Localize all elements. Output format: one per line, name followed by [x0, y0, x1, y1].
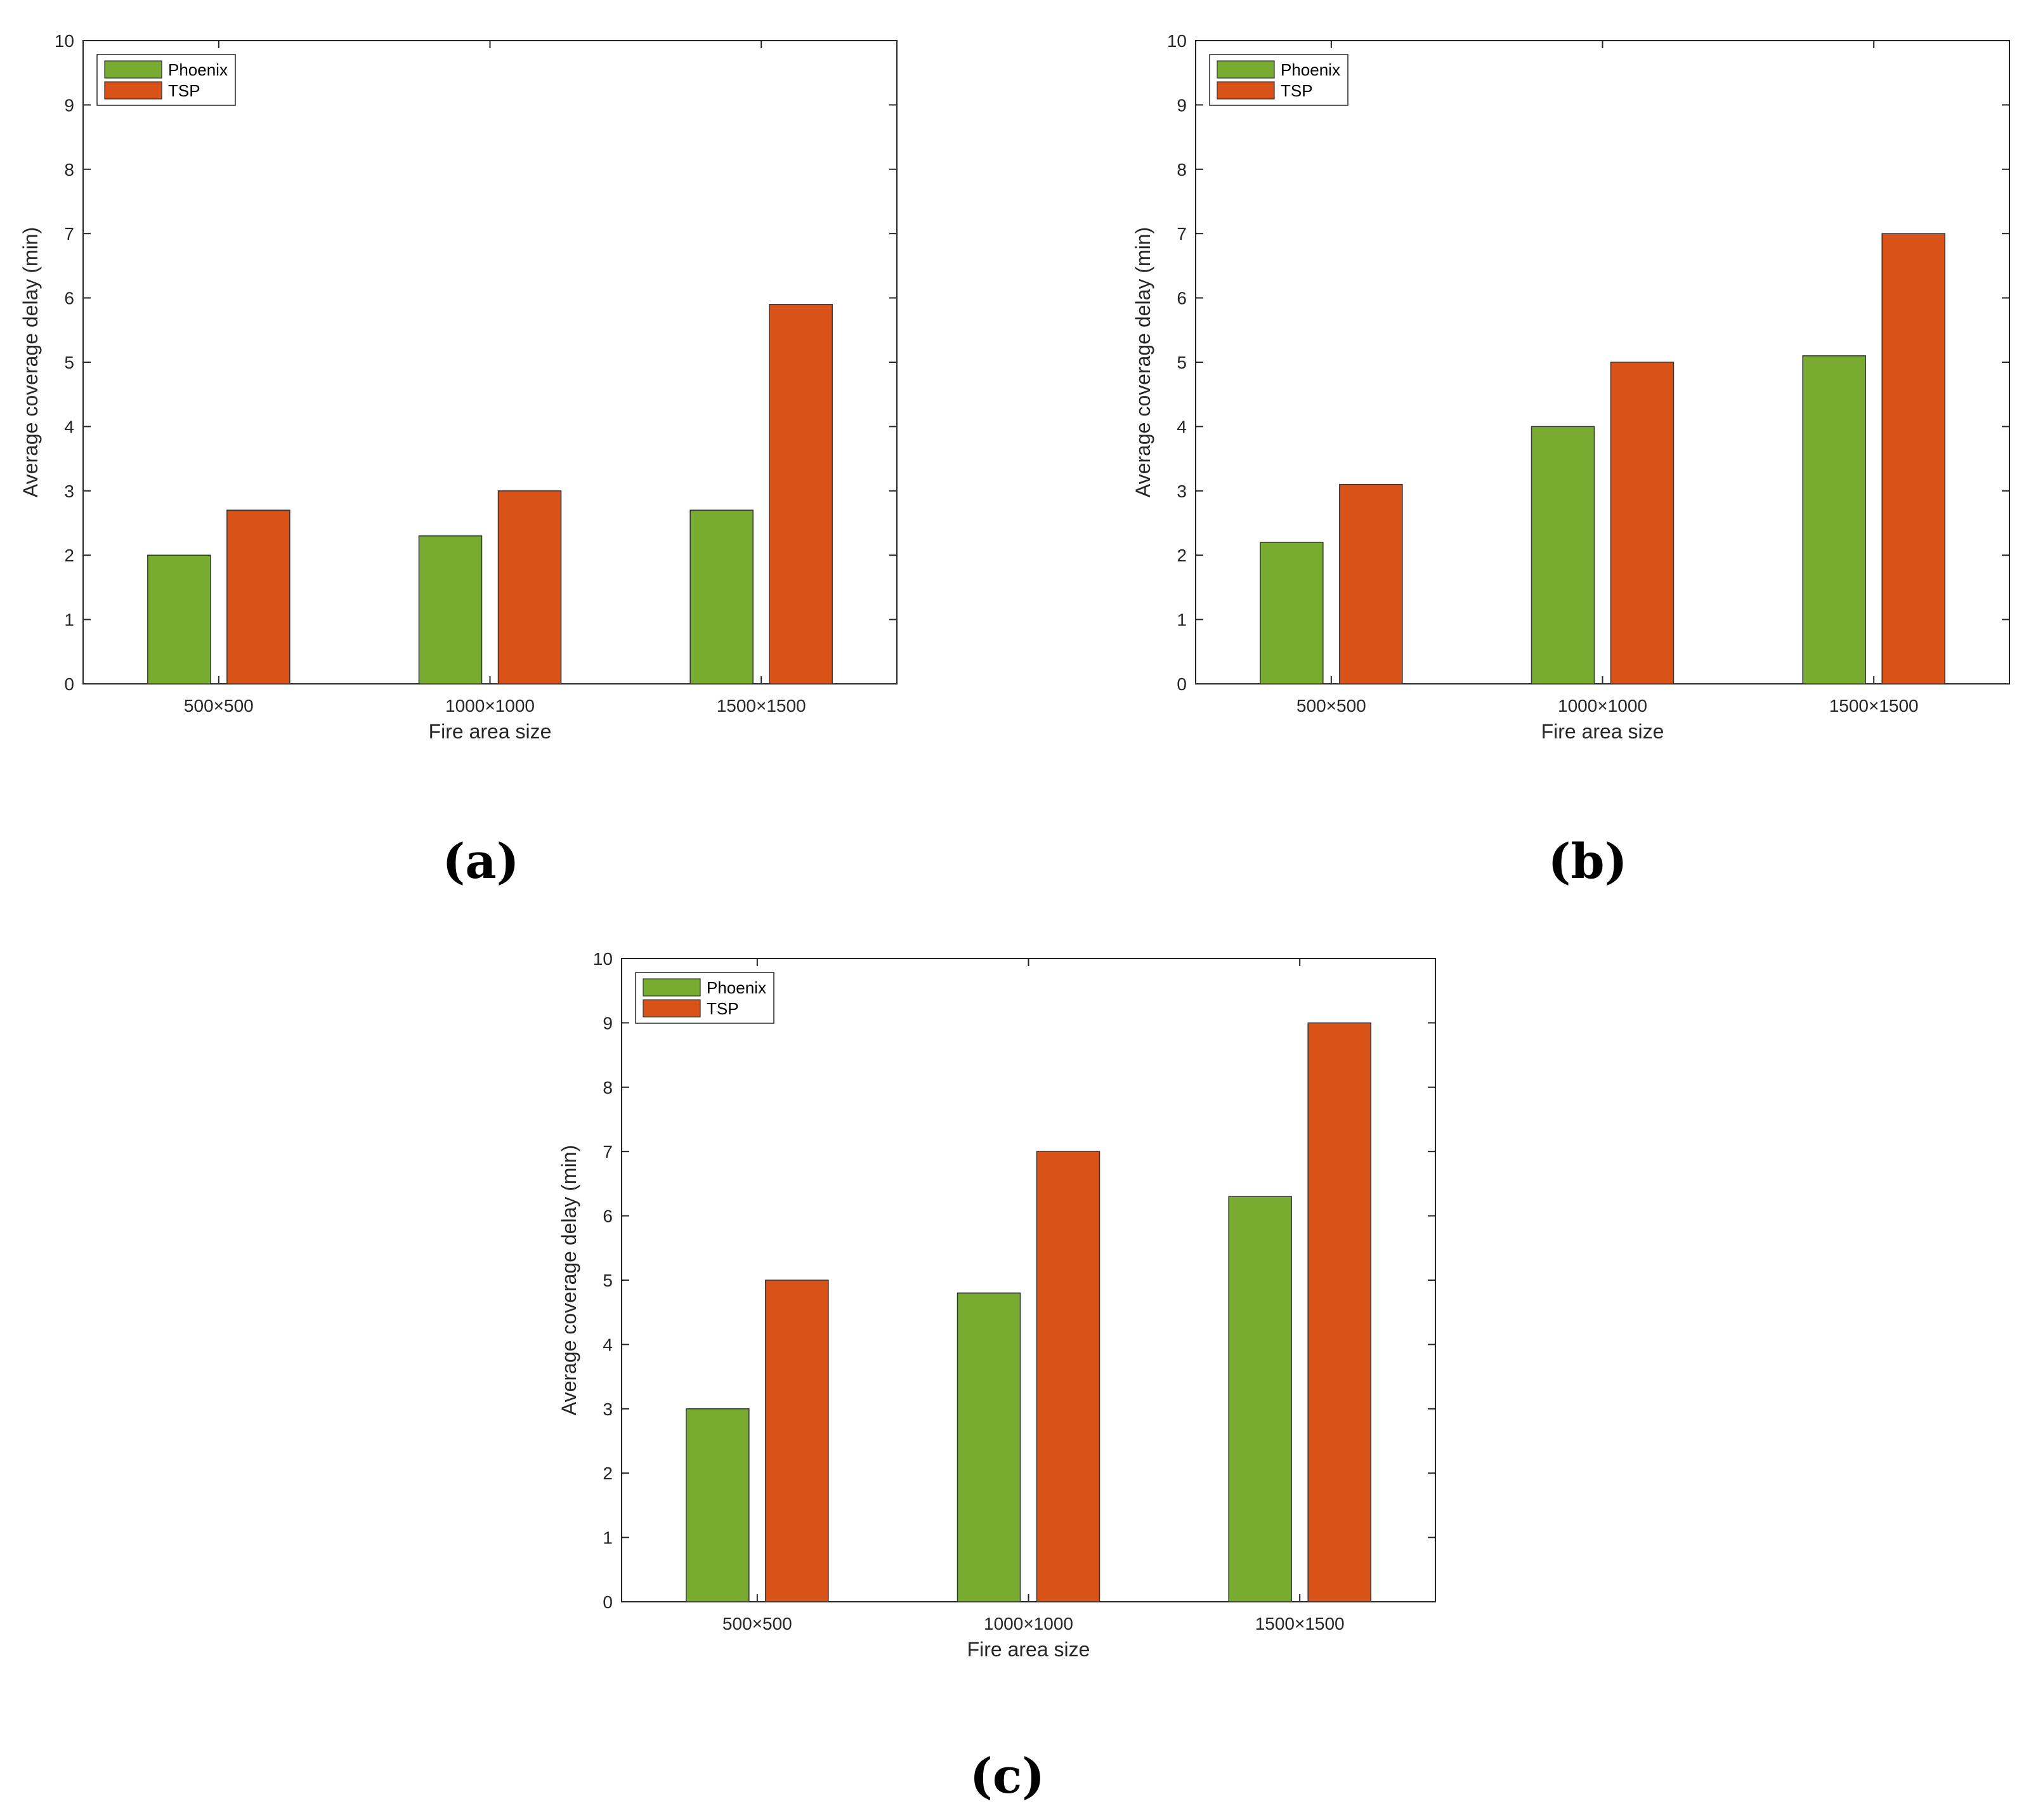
x-tick-label: 500×500 [722, 1614, 792, 1633]
bar-phoenix-3 [1228, 1196, 1292, 1602]
y-tick-label: 8 [64, 160, 74, 180]
y-tick-label: 0 [1177, 674, 1187, 694]
y-tick-label: 6 [64, 289, 74, 308]
y-tick-label: 5 [603, 1271, 613, 1290]
y-axis-label: Average coverage delay (min) [1132, 227, 1154, 497]
legend-label-tsp: TSP [707, 999, 739, 1018]
plot-area [82, 40, 898, 684]
x-axis-label: Fire area size [1541, 720, 1664, 743]
legend-label-phoenix: Phoenix [1281, 60, 1340, 79]
legend-swatch-phoenix [1217, 60, 1275, 79]
x-tick-label: 1500×1500 [717, 696, 806, 716]
y-tick-label: 1 [603, 1528, 613, 1548]
bar-tsp-1 [226, 509, 291, 684]
y-tick-label: 8 [1177, 160, 1187, 180]
legend-swatch-tsp [1217, 81, 1275, 100]
x-axis-label: Fire area size [967, 1638, 1090, 1661]
y-tick-label: 10 [55, 31, 74, 51]
y-tick-label: 0 [64, 674, 74, 694]
y-tick-label: 5 [64, 353, 74, 372]
y-tick-label: 9 [603, 1013, 613, 1033]
legend-label-tsp: TSP [1281, 81, 1313, 100]
y-tick-label: 2 [603, 1463, 613, 1483]
legend-swatch-phoenix [643, 978, 701, 997]
y-tick-label: 2 [1177, 546, 1187, 565]
panel-caption-c: (c) [969, 1748, 1045, 1804]
bar-phoenix-2 [1531, 426, 1595, 684]
y-tick-label: 3 [603, 1399, 613, 1419]
bar-phoenix-3 [689, 509, 754, 684]
bar-phoenix-3 [1802, 355, 1866, 684]
y-tick-label: 0 [603, 1592, 613, 1612]
y-tick-label: 7 [1177, 224, 1187, 244]
y-axis-label: Average coverage delay (min) [19, 227, 42, 497]
bar-tsp-1 [765, 1280, 829, 1602]
y-tick-label: 4 [64, 417, 74, 436]
y-tick-label: 3 [1177, 481, 1187, 501]
x-tick-label: 500×500 [184, 696, 254, 716]
x-axis-label: Fire area size [429, 720, 552, 743]
bar-phoenix-2 [957, 1292, 1021, 1602]
x-tick-label: 1500×1500 [1829, 696, 1919, 716]
bar-phoenix-1 [147, 554, 211, 684]
y-tick-label: 7 [603, 1142, 613, 1162]
y-tick-label: 9 [64, 95, 74, 115]
y-tick-label: 1 [1177, 610, 1187, 630]
bar-tsp-1 [1339, 483, 1403, 684]
legend-swatch-tsp [643, 999, 701, 1018]
y-tick-label: 10 [1167, 31, 1187, 51]
y-tick-label: 4 [1177, 417, 1187, 436]
y-tick-label: 3 [64, 481, 74, 501]
y-tick-label: 1 [64, 610, 74, 630]
y-tick-label: 4 [603, 1335, 613, 1354]
bar-tsp-2 [1036, 1151, 1100, 1602]
y-tick-label: 2 [64, 546, 74, 565]
chart-panel-c: 0 1 2 3 4 5 6 7 8 9 10 500×500 1000×1000 1500×1500 Fir… [558, 949, 1436, 1661]
y-tick-label: 5 [1177, 353, 1187, 372]
y-tick-label: 7 [64, 224, 74, 244]
bar-tsp-2 [497, 490, 562, 684]
x-tick-label: 1500×1500 [1255, 1614, 1345, 1633]
x-tick-label: 500×500 [1296, 696, 1366, 716]
legend-label-phoenix: Phoenix [168, 60, 228, 79]
x-tick-label: 1000×1000 [984, 1614, 1073, 1633]
y-tick-label: 8 [603, 1078, 613, 1097]
bar-tsp-3 [769, 303, 833, 684]
chart-panel-a: 0 1 2 3 4 5 6 7 8 9 10 500×500 1000×1000 1500×1500 Fir… [19, 31, 898, 743]
y-axis-label: Average coverage delay (min) [558, 1145, 580, 1415]
bar-tsp-3 [1307, 1022, 1371, 1602]
legend-label-phoenix: Phoenix [707, 978, 766, 997]
plot-area [621, 958, 1436, 1602]
y-tick-label: 10 [593, 949, 613, 969]
x-tick-label: 1000×1000 [445, 696, 535, 716]
y-tick-label: 6 [603, 1207, 613, 1226]
x-tick-label: 1000×1000 [1558, 696, 1647, 716]
panel-caption-b: (b) [1548, 833, 1628, 889]
bar-phoenix-1 [1260, 542, 1324, 684]
bar-tsp-3 [1881, 233, 1945, 684]
legend-swatch-phoenix [104, 60, 162, 79]
legend-label-tsp: TSP [168, 81, 200, 100]
bar-tsp-2 [1610, 362, 1675, 684]
bar-phoenix-1 [686, 1408, 750, 1602]
panel-caption-a: (a) [442, 833, 519, 889]
y-tick-label: 6 [1177, 289, 1187, 308]
plot-area [1195, 40, 2010, 684]
bar-phoenix-2 [418, 535, 483, 684]
legend-swatch-tsp [104, 81, 162, 100]
chart-panel-b: 0 1 2 3 4 5 6 7 8 9 10 500×500 1000×1000 1500×1500 Fir… [1132, 31, 2010, 743]
y-tick-label: 9 [1177, 95, 1187, 115]
